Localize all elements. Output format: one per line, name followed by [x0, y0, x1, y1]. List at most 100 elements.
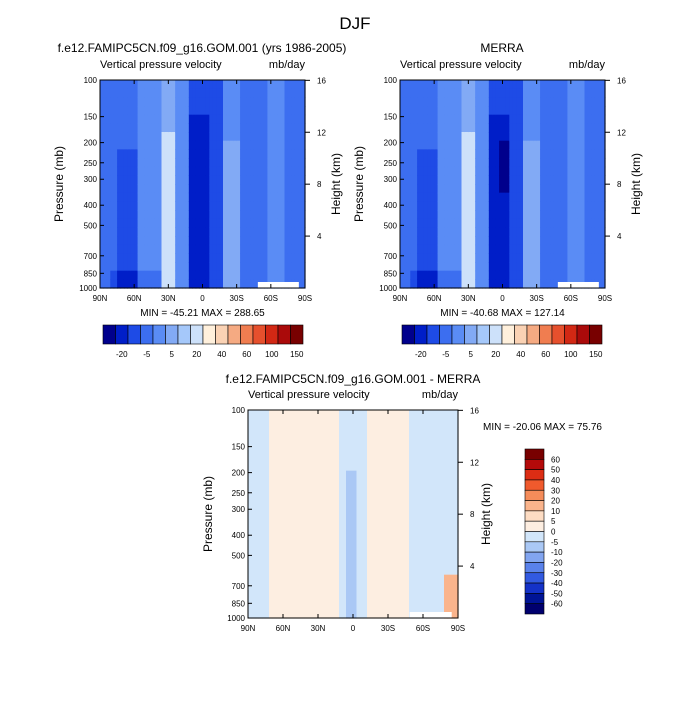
- heatmap-cell: [339, 436, 344, 446]
- heatmap-cell: [106, 88, 111, 98]
- heatmap-cell: [440, 540, 445, 550]
- stats-label: MIN = -45.21 MAX = 288.65: [140, 308, 265, 319]
- heatmap-cell: [283, 488, 288, 498]
- heatmap-cell: [248, 600, 253, 610]
- heatmap-cell: [307, 479, 312, 489]
- heatmap-cell: [536, 175, 541, 185]
- heatmap-cell: [233, 236, 238, 246]
- heatmap-cell: [113, 201, 118, 211]
- heatmap-cell: [370, 496, 375, 506]
- heatmap-cell: [250, 270, 255, 280]
- heatmap-cell: [367, 462, 372, 472]
- heatmap-cell: [294, 88, 299, 98]
- heatmap-cell: [512, 218, 517, 228]
- heatmap-cell: [188, 244, 193, 254]
- heatmap-cell: [293, 496, 298, 506]
- heatmap-cell: [526, 227, 531, 237]
- heatmap-cell: [363, 583, 368, 593]
- heatmap-cell: [420, 184, 425, 194]
- heatmap-cell: [141, 262, 146, 272]
- heatmap-cell: [283, 462, 288, 472]
- heatmap-cell: [171, 123, 176, 133]
- heatmap-cell: [233, 132, 238, 142]
- heatmap-cell: [248, 531, 253, 541]
- heatmap-cell: [574, 158, 579, 168]
- heatmap-cell: [223, 227, 228, 237]
- heatmap-cell: [251, 470, 256, 480]
- heatmap-cell: [185, 80, 190, 90]
- heatmap-cell: [276, 583, 281, 593]
- heatmap-cell: [240, 236, 245, 246]
- heatmap-cell: [161, 166, 166, 176]
- heatmap-cell: [536, 279, 541, 289]
- heatmap-cell: [283, 410, 288, 420]
- heatmap-cell: [209, 123, 214, 133]
- heatmap-cell: [202, 236, 207, 246]
- heatmap-cell: [262, 488, 267, 498]
- heatmap-cell: [120, 80, 125, 90]
- heatmap-cell: [185, 97, 190, 107]
- heatmap-cell: [426, 531, 431, 541]
- heatmap-cell: [248, 505, 253, 515]
- heatmap-cell: [130, 114, 135, 124]
- heatmap-cell: [134, 80, 139, 90]
- heatmap-cell: [297, 574, 302, 584]
- heatmap-cell: [502, 201, 507, 211]
- heatmap-cell: [171, 192, 176, 202]
- heatmap-cell: [141, 184, 146, 194]
- heatmap-cell: [367, 557, 372, 567]
- heatmap-cell: [195, 80, 200, 90]
- heatmap-cell: [103, 262, 108, 272]
- heatmap-cell: [381, 479, 386, 489]
- colorbar-swatch: [227, 324, 241, 345]
- heatmap-cell: [267, 123, 272, 133]
- heatmap-cell: [192, 218, 197, 228]
- heatmap-cell: [478, 270, 483, 280]
- heatmap-cell: [223, 236, 228, 246]
- heatmap-cell: [314, 488, 319, 498]
- heatmap-cell: [277, 149, 282, 159]
- heatmap-cell: [406, 270, 411, 280]
- heatmap-cell: [598, 80, 603, 90]
- heatmap-cell: [451, 540, 456, 550]
- heatmap-cell: [291, 132, 296, 142]
- heatmap-cell: [240, 253, 245, 263]
- heatmap-cell: [553, 201, 558, 211]
- heatmap-cell: [130, 279, 135, 289]
- heatmap-cell: [461, 149, 466, 159]
- heatmap-cell: [272, 583, 277, 593]
- heatmap-cell: [570, 132, 575, 142]
- heatmap-cell: [461, 201, 466, 211]
- heatmap-cell: [297, 488, 302, 498]
- heatmap-cell: [212, 88, 217, 98]
- heatmap-cell: [353, 418, 358, 428]
- heatmap-cell: [492, 114, 497, 124]
- heatmap-cell: [269, 470, 274, 480]
- heatmap-cell: [290, 531, 295, 541]
- heatmap-cell: [300, 418, 305, 428]
- heatmap-cell: [447, 88, 452, 98]
- heatmap-cell: [444, 488, 449, 498]
- heatmap-cell: [236, 270, 241, 280]
- heatmap-cell: [505, 201, 510, 211]
- heatmap-cell: [447, 97, 452, 107]
- heatmap-cell: [307, 600, 312, 610]
- heatmap-cell: [488, 262, 493, 272]
- heatmap-cell: [441, 123, 446, 133]
- heatmap-cell: [412, 462, 417, 472]
- heatmap-cell: [478, 184, 483, 194]
- heatmap-cell: [557, 158, 562, 168]
- colorbar-label: 5: [469, 350, 474, 359]
- heatmap-cell: [185, 106, 190, 116]
- heatmap-cell: [519, 227, 524, 237]
- heatmap-cell: [117, 218, 122, 228]
- heatmap-cell: [342, 427, 347, 437]
- heatmap-cell: [154, 253, 159, 263]
- heatmap-cell: [403, 123, 408, 133]
- heatmap-cell: [276, 505, 281, 515]
- heatmap-cell: [577, 106, 582, 116]
- heatmap-cell: [533, 175, 538, 185]
- heatmap-cell: [430, 410, 435, 420]
- colorbar-label: 150: [290, 350, 304, 359]
- heatmap-cell: [423, 488, 428, 498]
